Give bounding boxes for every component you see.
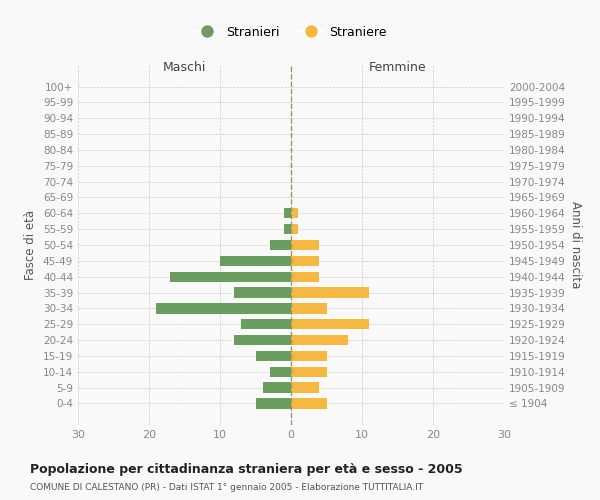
Text: Popolazione per cittadinanza straniera per età e sesso - 2005: Popolazione per cittadinanza straniera p… xyxy=(30,462,463,475)
Bar xyxy=(291,351,326,361)
Text: Maschi: Maschi xyxy=(163,61,206,74)
Bar xyxy=(291,398,326,408)
Bar xyxy=(284,224,291,234)
Bar xyxy=(291,382,319,393)
Legend: Stranieri, Straniere: Stranieri, Straniere xyxy=(190,21,392,44)
Text: COMUNE DI CALESTANO (PR) - Dati ISTAT 1° gennaio 2005 - Elaborazione TUTTITALIA.: COMUNE DI CALESTANO (PR) - Dati ISTAT 1°… xyxy=(30,482,423,492)
Bar xyxy=(291,335,348,345)
Bar xyxy=(291,366,326,377)
Bar xyxy=(291,208,298,218)
Bar xyxy=(270,366,291,377)
Y-axis label: Fasce di età: Fasce di età xyxy=(25,210,37,280)
Text: Femmine: Femmine xyxy=(368,61,427,74)
Bar xyxy=(291,272,319,282)
Bar xyxy=(234,288,291,298)
Bar xyxy=(291,303,326,314)
Bar xyxy=(284,208,291,218)
Bar xyxy=(291,256,319,266)
Bar xyxy=(220,256,291,266)
Bar xyxy=(291,319,369,330)
Bar xyxy=(291,288,369,298)
Bar xyxy=(241,319,291,330)
Bar xyxy=(263,382,291,393)
Bar xyxy=(256,398,291,408)
Bar xyxy=(170,272,291,282)
Bar xyxy=(291,224,298,234)
Bar xyxy=(156,303,291,314)
Bar xyxy=(270,240,291,250)
Bar xyxy=(234,335,291,345)
Y-axis label: Anni di nascita: Anni di nascita xyxy=(569,202,582,288)
Bar xyxy=(291,240,319,250)
Bar xyxy=(256,351,291,361)
